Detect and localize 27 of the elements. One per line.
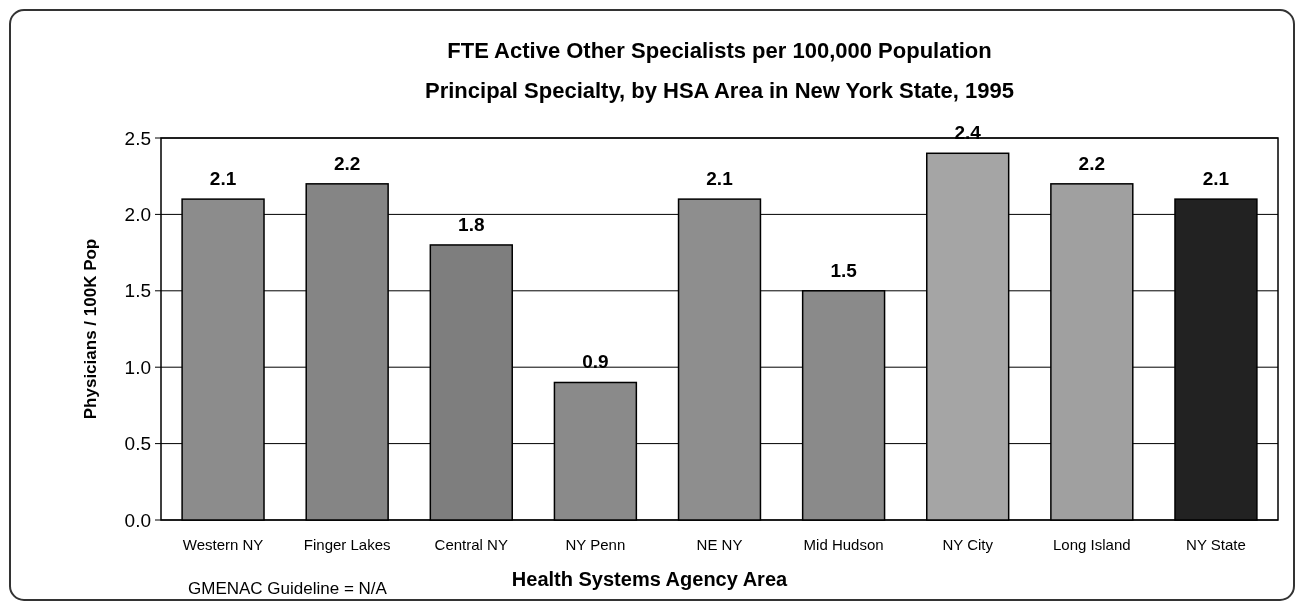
data-label: 1.5 xyxy=(830,259,858,281)
x-tick-label: NE NY xyxy=(696,536,743,553)
x-tick-label: NY State xyxy=(1186,536,1246,553)
data-label: 1.8 xyxy=(458,213,485,235)
x-tick-label: Long Island xyxy=(1053,536,1131,553)
data-label: 2.1 xyxy=(209,168,237,190)
x-tick-label: Central NY xyxy=(434,536,508,553)
y-tick-label: 1.0 xyxy=(124,356,151,378)
y-axis-title: Physicians / 100K Pop xyxy=(81,238,100,420)
x-axis-title: Health Systems Agency Area xyxy=(511,568,789,590)
y-tick-label: 2.5 xyxy=(124,127,151,149)
x-tick-label: Western NY xyxy=(182,536,264,553)
y-tick-label: 0.0 xyxy=(124,509,151,531)
x-tick-label: NY City xyxy=(942,536,994,553)
text: GMENAC Guideline = N/A xyxy=(188,579,388,598)
data-label: 2.1 xyxy=(706,168,734,190)
y-tick-label: 0.5 xyxy=(124,433,151,455)
y-tick-label: 1.5 xyxy=(124,280,151,302)
x-tick-label: Mid Hudson xyxy=(803,536,884,553)
y-tick-label: 2.0 xyxy=(124,204,151,226)
chart-subtitle: Principal Specialty, by HSA Area in New York State, 1995 xyxy=(425,78,1014,103)
data-label: 2.1 xyxy=(1202,168,1230,190)
x-tick-label: NY Penn xyxy=(565,536,626,553)
data-label: 2.2 xyxy=(333,152,361,174)
chart-title: FTE Active Other Specialists per 100,000 Population xyxy=(447,38,992,63)
x-tick-label: Finger Lakes xyxy=(303,536,391,553)
data-label: 2.2 xyxy=(1078,152,1106,174)
